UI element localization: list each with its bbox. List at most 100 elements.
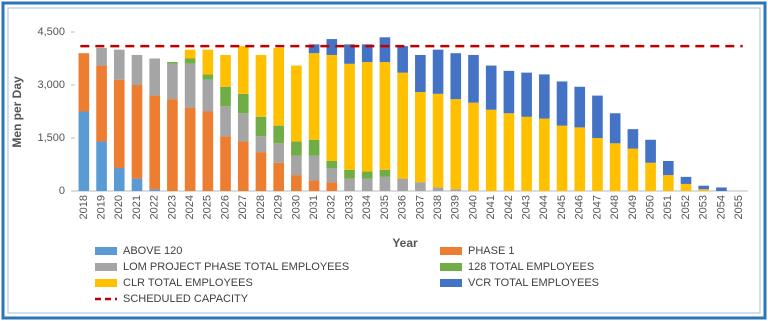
bar-segment [627, 129, 639, 149]
bar-segment [202, 74, 214, 80]
bar-segment [326, 39, 338, 55]
x-tick-label: 2018 [78, 195, 90, 219]
legend-label: 128 TOTAL EMPLOYEES [468, 261, 594, 273]
bar-segment [539, 74, 550, 119]
bar-segment [78, 111, 90, 191]
legend-label: SCHEDULED CAPACITY [123, 293, 249, 305]
legend-swatch [440, 279, 462, 287]
bar-segment [680, 183, 692, 191]
bar-segment [113, 168, 125, 191]
bar-segment [361, 178, 373, 191]
x-tick-label: 2020 [113, 195, 125, 219]
bar-segment [273, 125, 284, 144]
bar-segment [149, 58, 161, 96]
bar-segment [308, 180, 320, 191]
bar-segment [609, 143, 621, 191]
x-tick-label: 2022 [149, 195, 161, 219]
y-axis-title: Men per Day [10, 76, 24, 148]
x-tick-label: 2023 [166, 195, 178, 219]
bar-segment [184, 107, 196, 191]
bar-segment [680, 176, 692, 184]
bar-segment [397, 178, 408, 191]
bar-segment [450, 189, 462, 191]
bar-segment [308, 44, 320, 54]
bar-segment [291, 155, 302, 176]
bar-segment [326, 182, 338, 191]
bar-segment [255, 116, 267, 137]
bar-segment [379, 62, 391, 170]
x-tick-label: 2048 [609, 195, 621, 219]
bar-segment [326, 168, 338, 183]
x-axis-title: Year [392, 236, 418, 250]
x-tick-label: 2034 [361, 195, 373, 219]
x-tick-label: 2036 [397, 195, 409, 219]
bar-segment [662, 175, 674, 191]
bar-segment [344, 178, 355, 191]
bar-segment [78, 53, 90, 112]
bar-segment [521, 116, 532, 191]
x-tick-label: 2052 [680, 195, 692, 219]
x-tick-label: 2046 [574, 195, 586, 219]
bar-segment [627, 148, 639, 191]
bar-segment [344, 63, 355, 170]
legend-swatch [95, 279, 117, 287]
bar-segment [113, 79, 125, 169]
bar-segment [184, 63, 196, 108]
bar-segment [609, 113, 621, 144]
bar-segment [308, 139, 320, 156]
bar-segment [645, 139, 656, 163]
bar-segment [485, 65, 497, 110]
x-tick-label: 2045 [556, 195, 568, 219]
bar-segment [255, 54, 267, 117]
bar-segment [273, 47, 284, 126]
bar-segment [184, 49, 196, 59]
bar-segment [450, 99, 462, 190]
bar-segment [220, 106, 231, 137]
bar-segment [202, 111, 214, 191]
bar-segment [131, 54, 143, 85]
bar-segment [415, 92, 426, 183]
bar-segment [220, 54, 231, 87]
bar-segment [432, 187, 444, 191]
bar-segment [202, 49, 214, 75]
bar-segment [503, 70, 515, 114]
bar-segment [291, 175, 302, 191]
bar-segment [167, 62, 178, 64]
y-tick-label: 0 [59, 185, 65, 197]
legend-label: VCR TOTAL EMPLOYEES [468, 277, 599, 289]
bar-segment [379, 169, 391, 177]
bar-segment [308, 155, 320, 181]
bar-segment [379, 37, 391, 63]
x-tick-label: 2025 [202, 195, 214, 219]
x-tick-label: 2038 [432, 195, 444, 219]
bar-segment [184, 58, 196, 64]
bar-segment [361, 62, 373, 172]
bar-segment [291, 141, 302, 156]
x-tick-label: 2035 [379, 195, 391, 219]
x-tick-label: 2021 [131, 195, 143, 219]
x-tick-label: 2039 [450, 195, 462, 219]
bar-segment [220, 86, 231, 107]
bar-segment [397, 46, 408, 73]
x-tick-label: 2050 [644, 195, 656, 219]
x-tick-label: 2030 [290, 195, 302, 219]
bar-segment [397, 72, 408, 179]
bar-segment [344, 169, 355, 179]
x-tick-label: 2029 [273, 195, 285, 219]
bar-segment [96, 47, 107, 66]
bar-segment [698, 189, 710, 191]
bar-segment [131, 85, 143, 179]
bar-segment [716, 187, 727, 191]
legend-swatch [95, 247, 117, 255]
x-tick-label: 2040 [467, 195, 479, 219]
x-tick-label: 2042 [503, 195, 515, 219]
bar-segment [96, 141, 107, 191]
bar-segment [415, 182, 426, 191]
bar-segment [503, 113, 515, 191]
bar-segment [415, 54, 426, 93]
bar-segment [556, 125, 568, 191]
bar-segment [698, 185, 710, 190]
bar-segment [361, 44, 373, 63]
bar-segment [167, 99, 178, 191]
